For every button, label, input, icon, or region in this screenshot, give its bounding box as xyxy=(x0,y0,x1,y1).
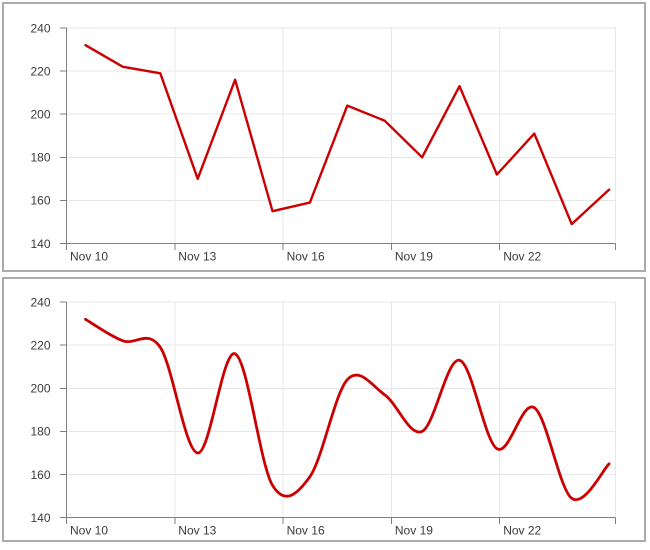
x-axis-label: Nov 10 xyxy=(70,524,108,538)
y-axis-label: 140 xyxy=(30,511,50,525)
y-axis-label: 200 xyxy=(30,108,50,122)
y-axis-label: 200 xyxy=(30,382,50,396)
x-axis-label: Nov 16 xyxy=(287,250,325,264)
y-axis-label: 240 xyxy=(30,295,50,309)
x-axis-label: Nov 16 xyxy=(287,524,325,538)
chart-panel-smooth: 240 220 200 180 160 140 Nov 10 Nov 13 Nov 16 Nov … xyxy=(2,277,646,542)
y-axis-label: 180 xyxy=(30,425,50,439)
line-chart-linear[interactable]: 240 220 200 180 160 140 Nov 10 Nov 13 Nov 16 Nov … xyxy=(4,4,644,270)
series-line xyxy=(84,44,611,226)
x-axis-label: Nov 19 xyxy=(395,250,433,264)
y-axis-label: 240 xyxy=(30,21,50,35)
chart-panel-linear: 240 220 200 180 160 140 Nov 10 Nov 13 Nov 16 Nov … xyxy=(2,2,646,272)
x-axis-label: Nov 10 xyxy=(70,250,108,264)
x-axis-label: Nov 22 xyxy=(503,524,541,538)
y-axis-label: 220 xyxy=(30,338,50,352)
x-axis-label: Nov 13 xyxy=(178,250,216,264)
x-axis-label: Nov 19 xyxy=(395,524,433,538)
x-axis-label: Nov 22 xyxy=(503,250,541,264)
y-axis-label: 160 xyxy=(30,194,50,208)
line-chart-smooth[interactable]: 240 220 200 180 160 140 Nov 10 Nov 13 Nov 16 Nov … xyxy=(4,279,644,540)
x-axis-label: Nov 13 xyxy=(178,524,216,538)
series-line xyxy=(84,317,611,502)
y-axis-label: 140 xyxy=(30,237,50,251)
y-axis-label: 180 xyxy=(30,151,50,165)
y-axis-label: 220 xyxy=(30,64,50,78)
y-axis-label: 160 xyxy=(30,468,50,482)
